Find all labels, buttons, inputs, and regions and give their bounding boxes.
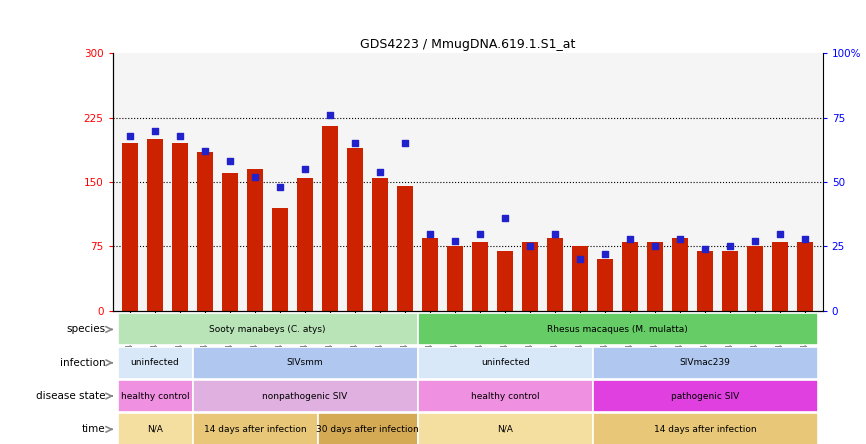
Bar [272,208,288,311]
Text: N/A: N/A [497,425,513,434]
Bar [118,413,192,444]
Bar [547,238,563,311]
Bar [397,186,413,311]
Bar [417,380,592,412]
Bar [592,347,818,379]
Point [348,140,362,147]
Bar [772,242,788,311]
Point [323,111,337,119]
Text: time: time [82,424,106,434]
Bar [197,152,213,311]
Point [773,230,787,237]
Text: Rhesus macaques (M. mulatta): Rhesus macaques (M. mulatta) [547,325,688,334]
Bar [118,313,417,345]
Bar [422,238,438,311]
Text: nonpathogenic SIV: nonpathogenic SIV [262,392,348,400]
Bar [118,380,192,412]
Point [523,243,537,250]
Bar [447,246,463,311]
Bar [192,380,417,412]
Bar [247,169,263,311]
Text: disease state: disease state [36,391,106,401]
Point [373,168,387,175]
Bar [647,242,663,311]
Bar [697,251,714,311]
Point [173,132,187,139]
Text: 14 days after infection: 14 days after infection [654,425,757,434]
Bar [192,347,417,379]
Point [748,238,762,245]
Bar [322,126,339,311]
Bar [672,238,688,311]
Text: infection: infection [60,358,106,368]
Bar [722,251,739,311]
Text: uninfected: uninfected [131,358,179,367]
Bar [572,246,588,311]
Point [649,243,662,250]
Bar [372,178,388,311]
Bar [597,259,613,311]
Bar [318,413,417,444]
Text: SIVsmm: SIVsmm [287,358,323,367]
Bar [592,380,818,412]
Point [423,230,437,237]
Bar [222,174,238,311]
Bar [592,413,818,444]
Point [123,132,137,139]
Point [198,147,212,155]
Point [298,166,312,173]
Title: GDS4223 / MmugDNA.619.1.S1_at: GDS4223 / MmugDNA.619.1.S1_at [360,38,575,51]
Point [473,230,487,237]
Text: Sooty manabeys (C. atys): Sooty manabeys (C. atys) [210,325,326,334]
Bar [417,347,592,379]
Bar [417,413,592,444]
Bar [797,242,813,311]
Bar [497,251,514,311]
Bar [147,139,163,311]
Bar [622,242,638,311]
Text: N/A: N/A [147,425,163,434]
Text: SIVmac239: SIVmac239 [680,358,731,367]
Text: 14 days after infection: 14 days after infection [204,425,307,434]
Bar [747,246,763,311]
Point [698,246,712,253]
Text: 30 days after infection: 30 days after infection [316,425,419,434]
Point [598,250,612,258]
Text: species: species [67,325,106,334]
Bar [347,148,363,311]
Bar [118,347,192,379]
Point [573,256,587,263]
Point [449,238,462,245]
Bar [172,143,188,311]
Bar [297,178,313,311]
Point [624,235,637,242]
Point [498,214,512,222]
Point [798,235,812,242]
Text: healthy control: healthy control [471,392,540,400]
Text: uninfected: uninfected [481,358,529,367]
Point [148,127,162,134]
Point [223,158,237,165]
Bar [522,242,539,311]
Point [673,235,687,242]
Point [249,173,262,180]
Bar [417,313,818,345]
Point [273,184,287,191]
Bar [122,143,139,311]
Point [398,140,412,147]
Bar [192,413,318,444]
Point [548,230,562,237]
Point [723,243,737,250]
Text: healthy control: healthy control [120,392,190,400]
Bar [472,242,488,311]
Text: pathogenic SIV: pathogenic SIV [671,392,740,400]
